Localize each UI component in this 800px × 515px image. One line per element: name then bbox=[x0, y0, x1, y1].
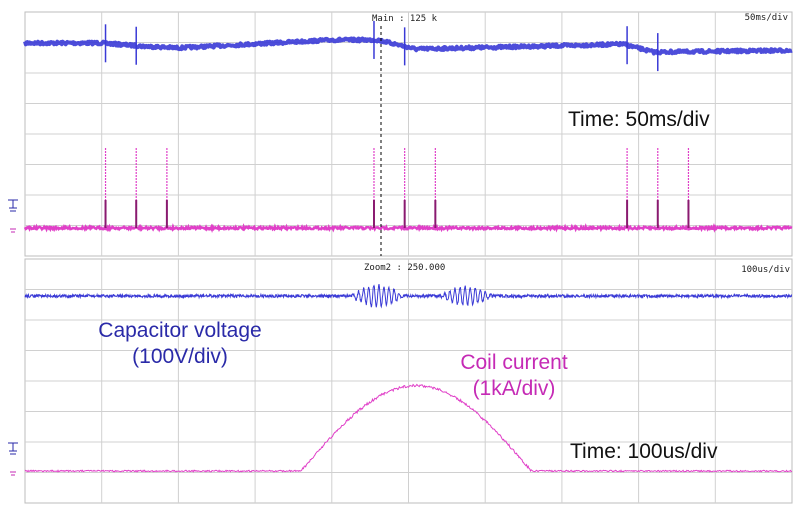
coil-current-trace bbox=[24, 383, 793, 473]
zoom-marker-label: Zoom2 : 250.000 bbox=[364, 263, 445, 273]
zoom-time-annotation: Time: 100us/div bbox=[570, 440, 718, 463]
ground-marker-main bbox=[8, 199, 18, 212]
main-blue-trace bbox=[23, 36, 794, 56]
capacitor-voltage-unit: (100V/div) bbox=[132, 345, 228, 368]
traces bbox=[23, 20, 794, 473]
main-magenta-baseline bbox=[23, 223, 793, 233]
main-panel-grid bbox=[24, 11, 793, 257]
coil-current-name: Coil current bbox=[460, 351, 568, 374]
zoom-panel-grid bbox=[24, 258, 793, 504]
capacitor-voltage-name: Capacitor voltage bbox=[98, 319, 262, 342]
coil-current-label: Coil current (1kA/div) bbox=[430, 350, 598, 402]
ground-marker-zoom-magenta bbox=[10, 471, 16, 476]
capacitor-voltage-label: Capacitor voltage (100V/div) bbox=[72, 318, 288, 370]
capacitor-voltage-trace bbox=[24, 283, 793, 309]
main-marker-label: Main : 125 k bbox=[372, 14, 438, 24]
zoom-timebase-label: 100us/div bbox=[741, 265, 790, 275]
main-timebase-label: 50ms/div bbox=[745, 13, 788, 23]
coil-current-unit: (1kA/div) bbox=[472, 377, 556, 400]
main-time-annotation: Time: 50ms/div bbox=[568, 108, 710, 131]
ground-marker-main-magenta bbox=[10, 228, 16, 233]
ground-marker-zoom bbox=[8, 442, 18, 455]
